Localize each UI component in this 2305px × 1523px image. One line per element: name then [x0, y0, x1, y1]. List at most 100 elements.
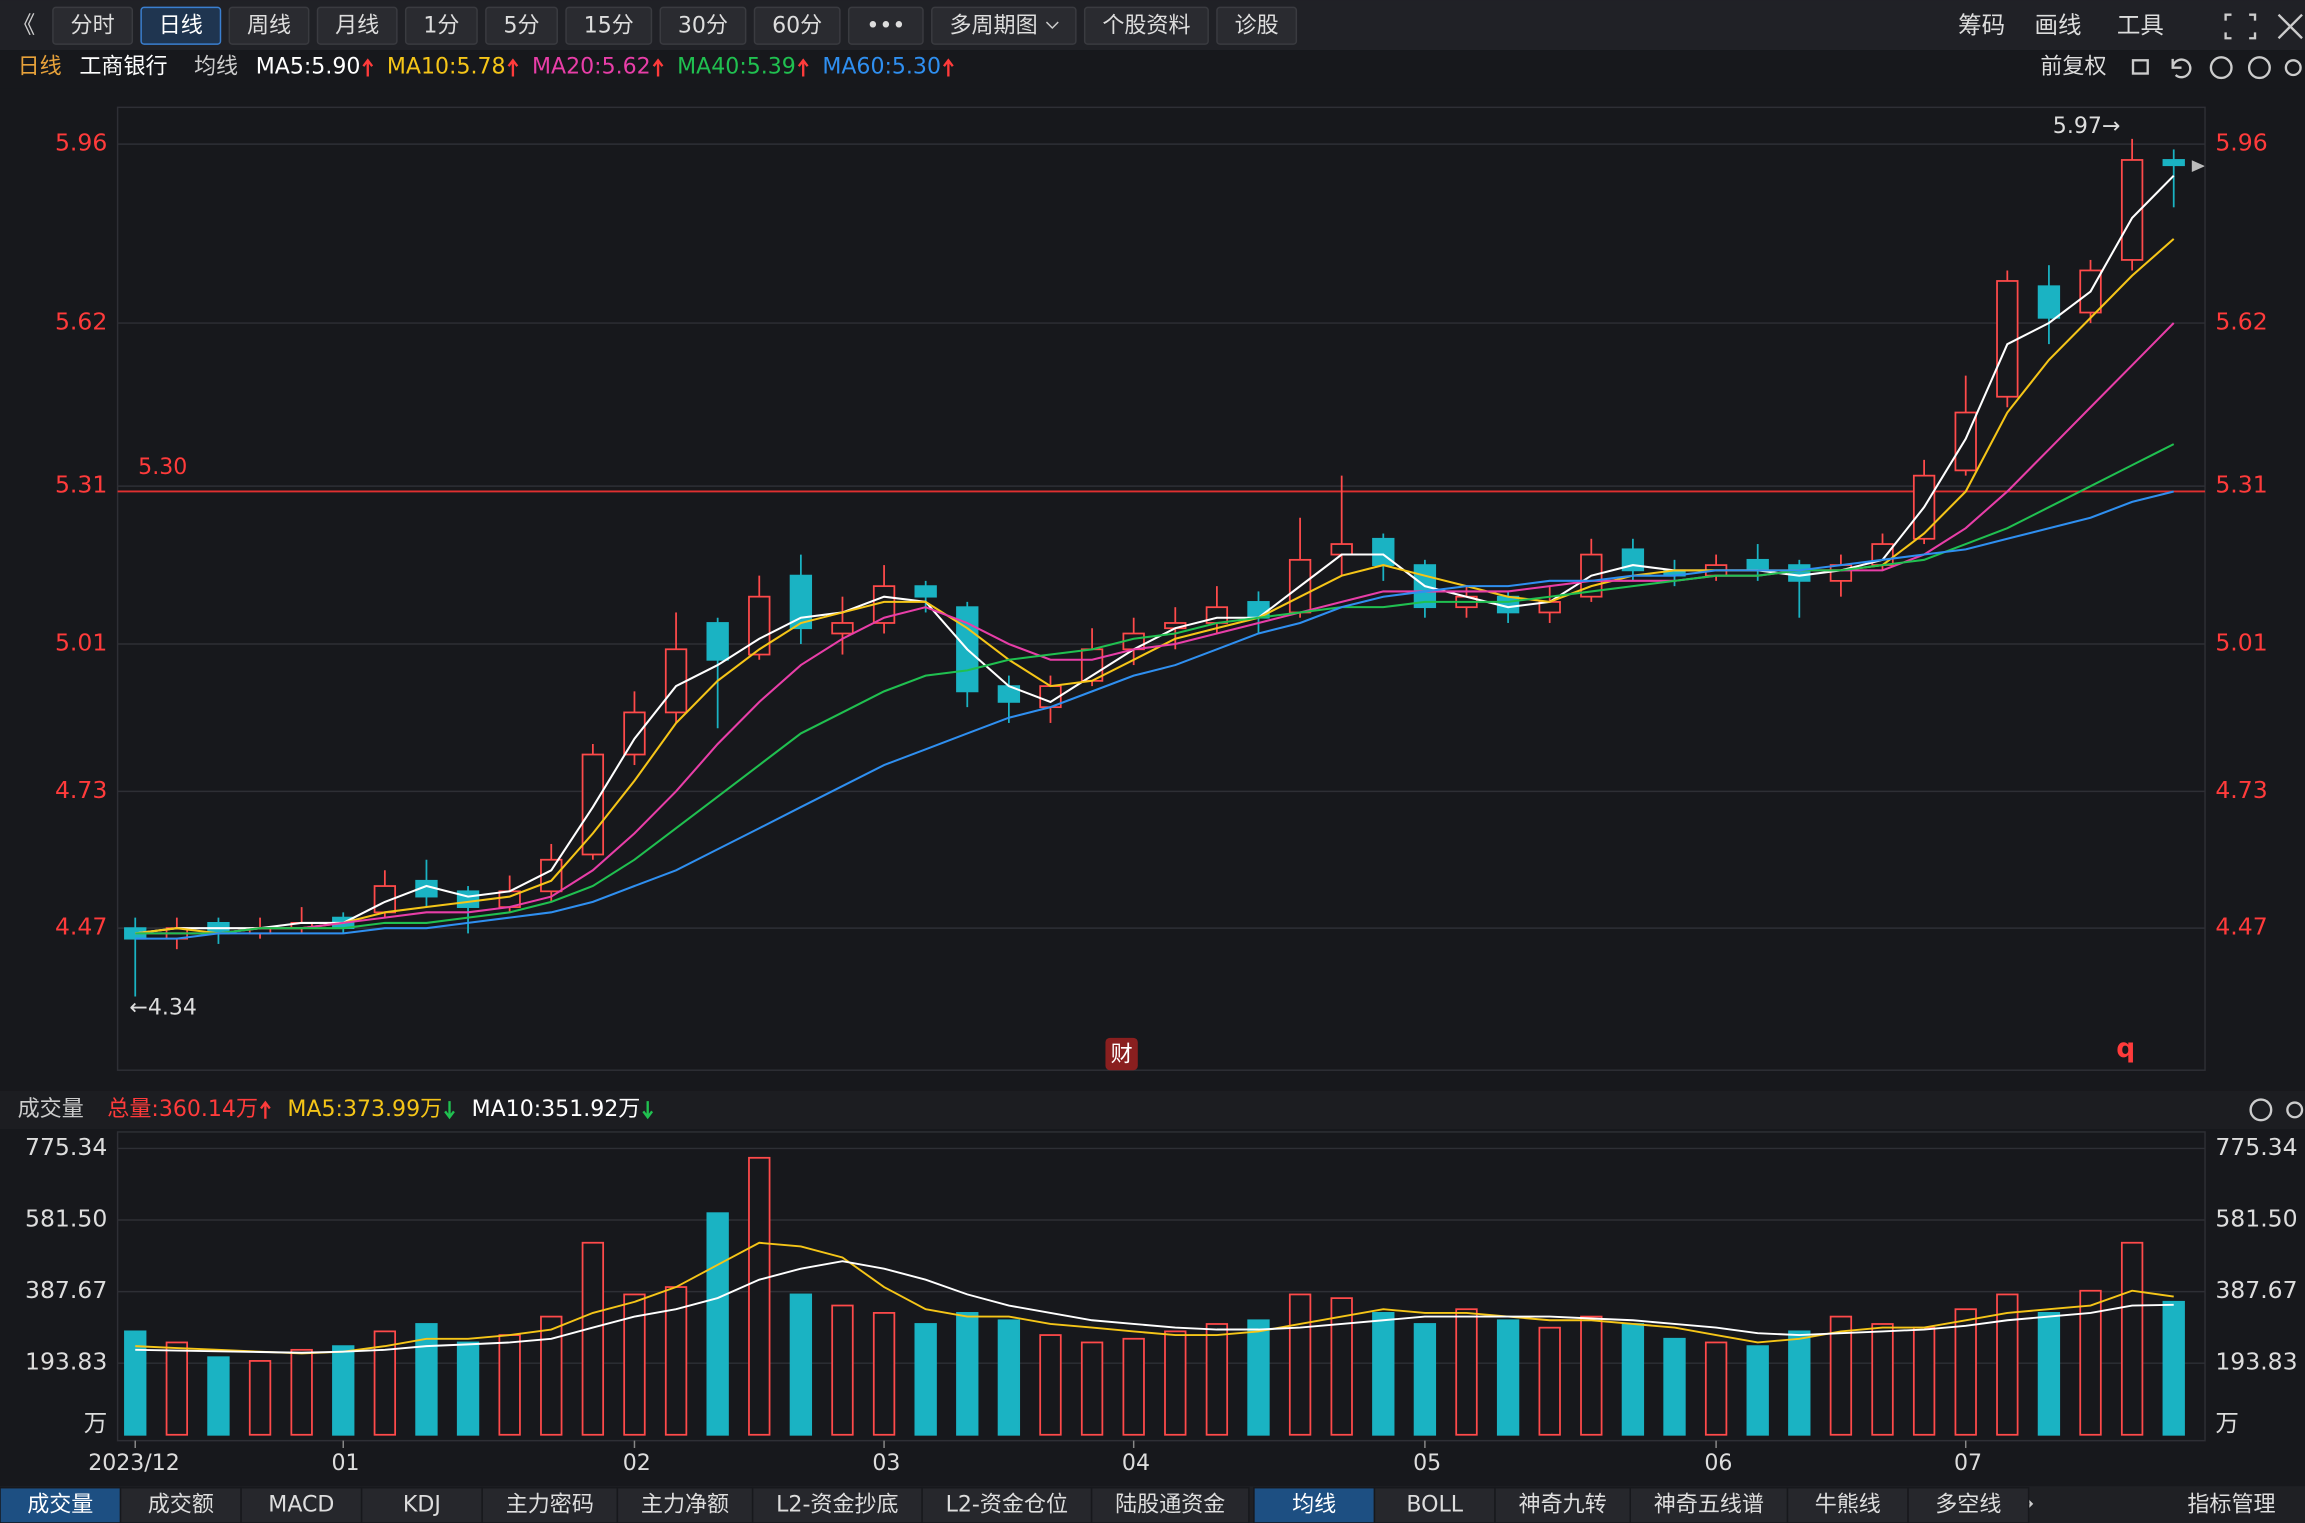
indicator-tab[interactable]: [616, 1486, 754, 1523]
indicator-tab[interactable]: [751, 1486, 923, 1523]
volume-bar: [165, 1341, 189, 1436]
candle-body: [789, 574, 813, 630]
undo-icon[interactable]: [2171, 58, 2192, 79]
trend-arrow: [642, 1101, 654, 1120]
toolbar-label[interactable]: 多周期图: [949, 13, 1037, 38]
toolbar-button[interactable]: [404, 6, 478, 45]
toolbar-label[interactable]: 个股资料: [1102, 13, 1190, 38]
toolbar-button[interactable]: [140, 6, 222, 45]
back-button[interactable]: 《: [12, 11, 36, 39]
toolbar-right-item[interactable]: 筹码: [1958, 11, 2005, 39]
toolbar-button[interactable]: [847, 6, 924, 45]
indicator-tab-label[interactable]: L2-资金抄底: [776, 1492, 898, 1517]
indicator-tab[interactable]: [921, 1486, 1093, 1523]
lock-icon[interactable]: [2131, 59, 2149, 75]
toolbar-button[interactable]: [931, 6, 1077, 45]
indicator-tab-label[interactable]: 神奇五线谱: [1654, 1492, 1764, 1517]
indicator-tab-label[interactable]: 成交量: [27, 1492, 93, 1517]
high-label: 5.97→: [2053, 114, 2121, 139]
indicator-tab-label[interactable]: L2-资金仓位: [946, 1492, 1068, 1517]
volume-bar: [1164, 1330, 1187, 1436]
y-tick-label: 5.01: [55, 629, 107, 657]
toolbar-label[interactable]: 5分: [504, 13, 540, 38]
indicator-tab[interactable]: [1907, 1486, 2030, 1523]
candle-body: [914, 585, 937, 598]
close-icon[interactable]: [2249, 1098, 2273, 1122]
toolbar-label[interactable]: 诊股: [1235, 13, 1279, 38]
indicator-tab-label[interactable]: MACD: [268, 1492, 334, 1517]
indicator-tab-label[interactable]: 神奇九转: [1519, 1492, 1607, 1517]
volume-bar: [2120, 1241, 2144, 1436]
indicator-tab-label[interactable]: 陆股通资金: [1115, 1492, 1225, 1517]
fullscreen-icon[interactable]: [2224, 13, 2257, 40]
y-tick-label-right: 775.34: [2215, 1133, 2297, 1161]
x-tick-label: 2023/12: [88, 1451, 180, 1476]
toolbar-label[interactable]: 日线: [159, 13, 203, 38]
y-tick-label: 4.47: [55, 913, 107, 941]
toolbar-right-item[interactable]: 工具: [2117, 11, 2164, 39]
volume-bar: [789, 1293, 813, 1436]
indicator-tab-label[interactable]: 多空线: [1935, 1492, 2001, 1517]
toolbar-button[interactable]: [1216, 6, 1298, 45]
trend-arrow: [260, 1100, 271, 1119]
indicator-manage[interactable]: 指标管理: [2187, 1492, 2275, 1517]
volume-bar: [1621, 1323, 1645, 1436]
indicator-tab[interactable]: [1629, 1486, 1789, 1523]
toolbar-label[interactable]: 周线: [247, 13, 291, 38]
adjust-label[interactable]: 前复权: [2040, 55, 2106, 80]
toolbar-button[interactable]: [753, 6, 841, 45]
candle-body: [581, 753, 605, 856]
volume-bar: [1122, 1337, 1145, 1436]
indicator-tab-label[interactable]: 主力净额: [641, 1492, 729, 1517]
y-tick-label: 5.96: [55, 129, 107, 157]
y-tick-label: 4.73: [55, 776, 107, 804]
toolbar-label[interactable]: 15分: [584, 13, 634, 38]
toolbar-label[interactable]: 60分: [772, 13, 822, 38]
indicator-tab-label[interactable]: BOLL: [1406, 1492, 1463, 1517]
indicator-tab[interactable]: [1494, 1486, 1631, 1523]
toolbar-button[interactable]: [316, 6, 398, 45]
volume-bar: [2037, 1312, 2061, 1436]
indicator-tab-label[interactable]: 均线: [1292, 1492, 1336, 1517]
candle-body: [1330, 543, 1353, 556]
toolbar-button[interactable]: [485, 6, 558, 45]
marker[interactable]: q: [2116, 1033, 2135, 1064]
indicator-tab[interactable]: [1090, 1486, 1250, 1523]
toolbar-label[interactable]: 30分: [678, 13, 728, 38]
indicator-tab[interactable]: [481, 1486, 619, 1523]
settings-icon[interactable]: [2286, 1101, 2304, 1119]
indicator-tab-label[interactable]: 主力密码: [506, 1492, 594, 1517]
indicator-tab[interactable]: [1373, 1486, 1496, 1523]
toolbar-right-item[interactable]: 画线: [2035, 11, 2082, 39]
toolbar-label[interactable]: •••: [866, 13, 905, 38]
ma-legend: MA60:5.30: [822, 55, 941, 80]
volume-bar: [1746, 1345, 1769, 1436]
badge[interactable]: 财: [1111, 1043, 1133, 1068]
volume-bar: [248, 1360, 272, 1436]
indicator-tab-label[interactable]: KDJ: [403, 1492, 441, 1517]
settings-icon[interactable]: [2284, 59, 2302, 77]
y-tick-label-right: 5.62: [2215, 308, 2267, 336]
y-tick-label: 581.50: [25, 1205, 107, 1233]
stock-name: 工商银行: [79, 55, 167, 80]
indicator-tab-label[interactable]: 牛熊线: [1815, 1492, 1881, 1517]
toolbar-button[interactable]: [52, 6, 134, 45]
toolbar-label[interactable]: 月线: [335, 13, 379, 38]
y-tick-label-right: 4.73: [2215, 776, 2267, 804]
zoom-out-icon[interactable]: [2247, 56, 2271, 80]
toolbar-label[interactable]: 1分: [423, 13, 459, 38]
ma-line: [135, 322, 2175, 935]
toolbar-button[interactable]: [565, 6, 653, 45]
toolbar-button[interactable]: [228, 6, 310, 45]
toolbar-label[interactable]: 分时: [71, 13, 115, 38]
indicator-tab-label[interactable]: 成交额: [148, 1492, 214, 1517]
indicator-tab[interactable]: [1786, 1486, 1909, 1523]
volume-bar: [498, 1334, 521, 1436]
toolbar-button[interactable]: [659, 6, 747, 45]
volume-bar: [1205, 1323, 1229, 1436]
toolbar-button[interactable]: [1083, 6, 1209, 45]
indicator-tab[interactable]: [240, 1486, 363, 1523]
zoom-in-icon[interactable]: [2209, 56, 2233, 80]
expand-icon[interactable]: [2277, 13, 2303, 40]
